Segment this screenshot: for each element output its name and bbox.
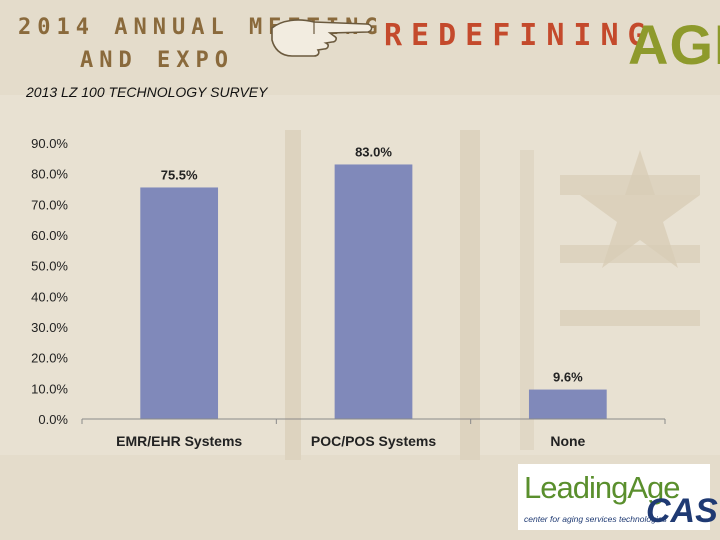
bar: [140, 187, 219, 419]
bars: 75.5% 83.0% 9.6%: [140, 144, 607, 419]
data-label: 75.5%: [161, 167, 198, 182]
logo-name: LeadingAge: [524, 470, 680, 505]
y-tick-label: 20.0%: [31, 351, 68, 366]
x-axis: EMR/EHR Systems POC/POS Systems None: [81, 418, 666, 449]
bar: [334, 164, 413, 419]
logo-cast: CAST: [646, 492, 720, 530]
theme-age: AGE: [628, 13, 720, 76]
y-tick-label: 70.0%: [31, 197, 68, 212]
y-tick-label: 60.0%: [31, 228, 68, 243]
y-tick-label: 30.0%: [31, 320, 68, 335]
y-axis: 0.0% 10.0% 20.0% 30.0% 40.0% 50.0% 60.0% 70.0% 8…: [31, 136, 68, 427]
y-tick-label: 0.0%: [38, 412, 68, 427]
logo-tagline: center for aging services technologies: [524, 514, 667, 524]
data-label: 9.6%: [553, 370, 583, 385]
y-tick-label: 80.0%: [31, 167, 68, 182]
data-label: 83.0%: [355, 144, 392, 159]
event-title-line2: AND EXPO: [80, 48, 234, 73]
leadingage-cast-logo: LeadingAge center for aging services tec…: [518, 464, 720, 530]
x-tick-label: EMR/EHR Systems: [116, 433, 242, 449]
y-tick-label: 50.0%: [31, 259, 68, 274]
pointing-hand-icon: [271, 19, 373, 57]
slide-subtitle: 2013 LZ 100 TECHNOLOGY SURVEY: [26, 84, 268, 100]
y-tick-label: 40.0%: [31, 289, 68, 304]
theme-word: REDEFINING: [384, 18, 655, 53]
y-tick-label: 10.0%: [31, 381, 68, 396]
x-tick-label: None: [550, 433, 585, 449]
y-tick-label: 90.0%: [31, 136, 68, 151]
bar: [528, 389, 607, 419]
x-tick-label: POC/POS Systems: [311, 433, 436, 449]
